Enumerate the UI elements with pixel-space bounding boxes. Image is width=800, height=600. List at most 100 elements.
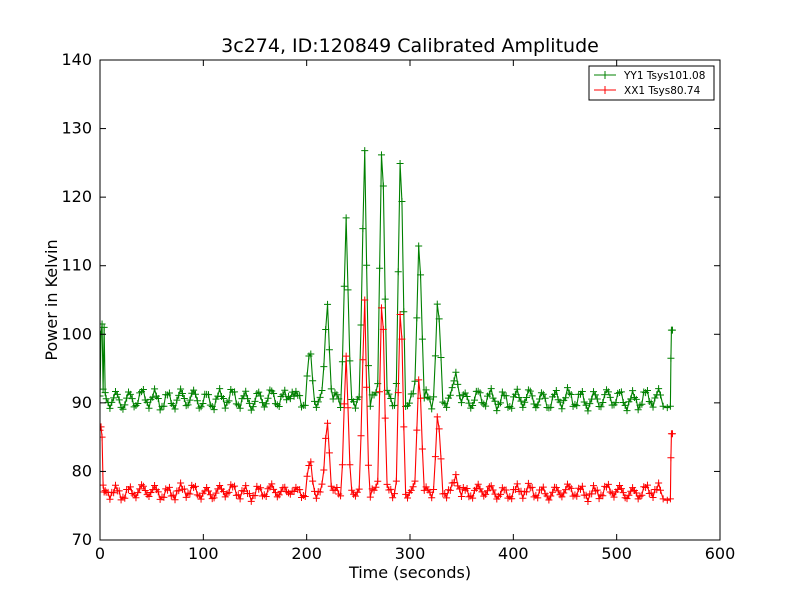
data-point-marker <box>186 490 194 498</box>
data-point-marker <box>351 492 359 500</box>
data-point-marker <box>515 393 523 401</box>
data-point-marker <box>275 491 283 499</box>
data-point-marker <box>121 401 129 409</box>
data-point-marker <box>180 394 188 402</box>
data-point-marker <box>348 486 356 494</box>
data-point-marker <box>210 406 218 414</box>
data-point-marker <box>177 385 185 393</box>
data-point-marker <box>108 398 116 406</box>
legend-box <box>588 65 715 101</box>
data-point-marker <box>379 325 387 333</box>
data-point-marker <box>309 477 317 485</box>
data-point-marker <box>162 485 170 493</box>
data-point-marker <box>387 485 395 493</box>
data-point-marker <box>584 407 592 415</box>
data-point-marker <box>191 390 199 398</box>
data-point-marker <box>160 402 168 410</box>
data-point-marker <box>528 483 536 491</box>
data-point-marker <box>307 458 315 466</box>
data-point-marker <box>106 404 114 412</box>
data-point-marker <box>459 391 467 399</box>
data-point-marker <box>325 346 333 354</box>
data-point-marker <box>556 398 564 406</box>
data-point-marker <box>126 390 134 398</box>
data-point-marker <box>582 491 590 499</box>
data-point-marker <box>149 393 157 401</box>
data-point-marker <box>115 487 123 495</box>
data-point-marker <box>106 495 114 503</box>
data-point-marker <box>638 400 646 408</box>
data-point-marker <box>301 492 309 500</box>
data-point-marker <box>199 400 207 408</box>
y-tick-label: 130 <box>61 119 92 138</box>
data-point-marker <box>251 492 259 500</box>
data-point-marker <box>586 400 594 408</box>
data-point-marker <box>389 494 397 502</box>
data-point-marker <box>601 391 609 399</box>
data-point-marker <box>629 387 637 395</box>
data-point-marker <box>497 490 505 498</box>
data-point-marker <box>366 402 374 410</box>
data-point-marker <box>169 401 177 409</box>
data-point-marker <box>121 494 129 502</box>
data-point-marker <box>443 403 451 411</box>
data-point-marker <box>351 404 359 412</box>
data-point-marker <box>567 484 575 492</box>
data-point-marker <box>643 481 651 489</box>
data-point-marker <box>151 482 159 490</box>
data-point-marker <box>649 403 657 411</box>
plot-frame <box>99 59 721 541</box>
data-point-marker <box>344 286 352 294</box>
data-point-marker <box>145 404 153 412</box>
data-point-marker <box>262 493 270 501</box>
data-point-marker <box>372 389 380 397</box>
data-point-marker <box>165 483 173 491</box>
data-point-marker <box>320 466 328 474</box>
data-point-marker <box>257 392 265 400</box>
data-point-marker <box>450 478 458 486</box>
data-point-marker <box>156 406 164 414</box>
data-point-marker <box>404 494 412 502</box>
y-tick-label: 100 <box>61 324 92 343</box>
data-point-marker <box>205 487 212 495</box>
data-point-marker <box>502 392 510 400</box>
data-point-marker <box>279 391 287 399</box>
legend: YY1 Tsys101.08 XX1 Tsys80.74 <box>588 65 715 101</box>
data-point-marker <box>457 399 465 407</box>
data-point-marker <box>271 489 279 497</box>
data-point-marker <box>376 264 384 272</box>
data-point-marker <box>270 389 278 397</box>
data-point-marker <box>597 403 605 411</box>
data-point-marker <box>497 399 505 407</box>
data-point-marker <box>322 434 330 442</box>
data-point-marker <box>260 403 268 411</box>
data-point-marker <box>377 151 385 159</box>
data-point-marker <box>465 399 473 407</box>
data-point-marker <box>151 385 159 393</box>
data-point-marker <box>309 377 317 385</box>
data-point-marker <box>456 485 464 493</box>
data-point-marker <box>487 385 495 393</box>
data-point-marker <box>100 392 104 400</box>
data-point-marker <box>668 326 676 334</box>
data-point-marker <box>437 354 445 362</box>
data-point-marker <box>465 493 473 501</box>
data-point-marker <box>338 461 346 469</box>
data-point-marker <box>342 352 350 360</box>
data-point-marker <box>134 489 142 497</box>
y-axis-title: Power in Kelvin <box>42 239 61 360</box>
data-point-marker <box>441 400 449 408</box>
data-point-marker <box>398 335 406 343</box>
data-point-marker <box>469 494 477 502</box>
data-point-marker <box>322 325 330 333</box>
data-point-marker <box>366 493 374 501</box>
data-point-marker <box>667 354 675 362</box>
data-point-marker <box>247 406 255 414</box>
data-point-marker <box>350 398 358 406</box>
data-point-marker <box>296 486 304 494</box>
data-point-marker <box>614 389 622 397</box>
data-point-marker <box>573 402 581 410</box>
data-point-marker <box>357 321 365 329</box>
data-point-marker <box>573 492 581 500</box>
data-point-marker <box>562 486 570 494</box>
